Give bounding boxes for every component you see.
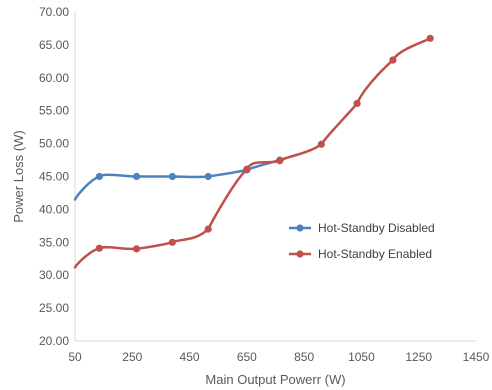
- legend-label: Hot-Standby Enabled: [318, 247, 432, 261]
- x-tick-label: 250: [122, 350, 142, 364]
- y-tick-label: 50.00: [39, 137, 69, 151]
- data-point: [95, 244, 103, 252]
- data-point: [168, 238, 176, 246]
- y-axis-title: Power Loss (W): [11, 130, 26, 222]
- data-point: [317, 140, 325, 148]
- legend-label: Hot-Standby Disabled: [318, 221, 435, 235]
- y-tick-label: 55.00: [39, 104, 69, 118]
- data-point: [204, 172, 212, 181]
- data-point: [276, 157, 284, 165]
- data-point: [132, 172, 141, 181]
- data-point: [243, 165, 251, 173]
- y-tick-label: 40.00: [39, 202, 69, 216]
- series-layer: [73, 34, 434, 269]
- y-tick-label: 45.00: [39, 170, 69, 184]
- data-point: [168, 172, 176, 181]
- data-point: [389, 56, 397, 64]
- x-tick-label: 50: [68, 350, 82, 364]
- data-point: [353, 99, 361, 108]
- x-tick-label: 1050: [348, 350, 375, 364]
- series-2: [73, 34, 434, 269]
- y-tick-label: 30.00: [39, 268, 69, 282]
- data-point: [132, 245, 141, 253]
- x-axis-title: Main Output Powerr (W): [205, 372, 345, 387]
- legend-swatch-marker: [296, 224, 304, 232]
- legend-swatch-marker: [296, 250, 304, 258]
- y-tick-label: 70.00: [39, 5, 69, 19]
- y-tick-label: 25.00: [39, 301, 69, 315]
- data-point: [204, 225, 212, 233]
- y-tick-label: 35.00: [39, 235, 69, 249]
- data-point: [426, 34, 434, 42]
- legend-entry-1: Hot-Standby Disabled: [289, 221, 435, 235]
- axes: 20.00 25.00 30.00 35.00 40.00 45.00 50.00 55.00…: [11, 5, 490, 387]
- y-tick-label: 65.00: [39, 38, 69, 52]
- y-tick-label: 20.00: [39, 334, 69, 348]
- x-tick-label: 450: [180, 350, 200, 364]
- data-point: [95, 172, 103, 181]
- x-tick-label: 1250: [405, 350, 432, 364]
- legend-entry-2: Hot-Standby Enabled: [289, 247, 432, 261]
- x-tick-label: 1450: [463, 350, 490, 364]
- y-tick-label: 60.00: [39, 71, 69, 85]
- legend: Hot-Standby Disabled Hot-Standby Enabled: [289, 221, 435, 261]
- x-tick-label: 850: [294, 350, 314, 364]
- x-tick-label: 650: [237, 350, 257, 364]
